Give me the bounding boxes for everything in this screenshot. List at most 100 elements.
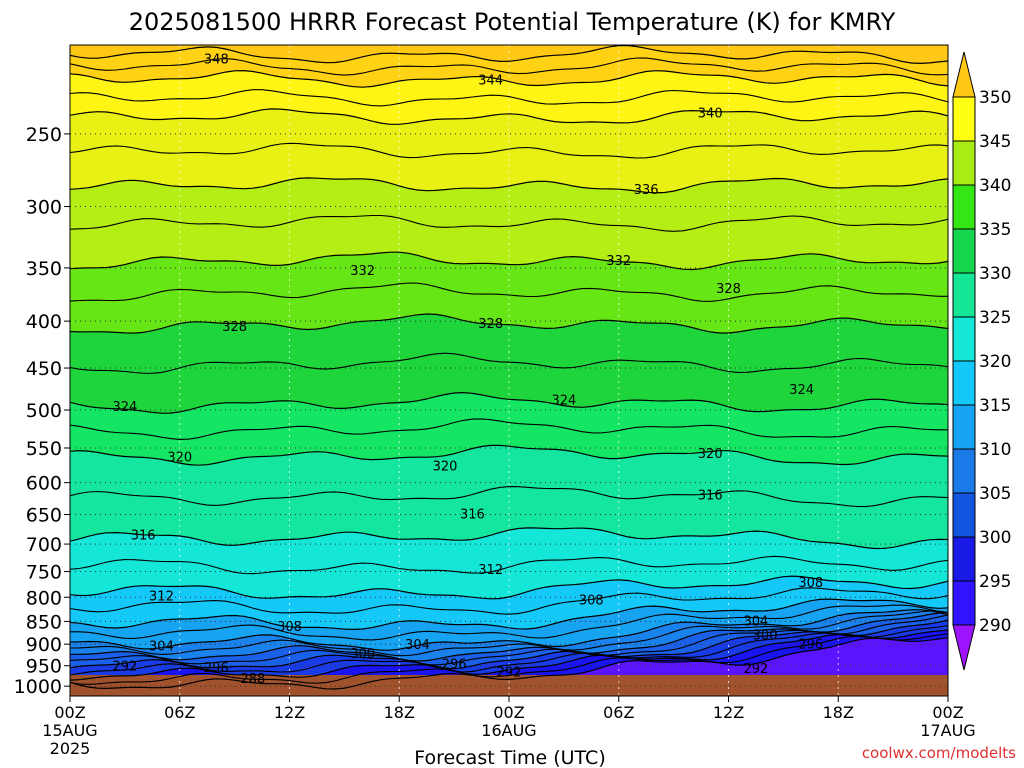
contour-label: 316 bbox=[460, 507, 485, 522]
contour-line bbox=[70, 89, 948, 107]
contour-label: 348 bbox=[204, 53, 229, 68]
fill-band bbox=[70, 620, 948, 681]
contour-label: 296 bbox=[442, 658, 467, 673]
colorbar-segment bbox=[952, 228, 976, 274]
contour-line bbox=[70, 610, 948, 657]
contour-label: 336 bbox=[634, 183, 659, 198]
colorbar-segment bbox=[952, 140, 976, 186]
colorbar-segment bbox=[952, 316, 976, 362]
colorbar-segment bbox=[952, 96, 976, 142]
y-tick-label: 650 bbox=[26, 505, 62, 527]
colorbar-label: 315 bbox=[979, 396, 1011, 416]
contour-line bbox=[70, 633, 948, 685]
contour-line bbox=[70, 177, 948, 194]
contour-label: 320 bbox=[698, 447, 723, 462]
contour-line bbox=[70, 625, 948, 676]
x-axis-label: Forecast Time (UTC) bbox=[414, 747, 605, 768]
contour-lines bbox=[70, 45, 948, 690]
contour-label: 320 bbox=[167, 451, 192, 466]
colorbar-bottom-arrow bbox=[952, 624, 976, 671]
y-tick-label: 1000 bbox=[14, 676, 62, 698]
contour-label: 300 bbox=[350, 647, 375, 662]
plot-area: 348 344 340 336 332 332 328 328 328 324 324 324 320 3… bbox=[70, 45, 948, 696]
colorbar-segment bbox=[952, 536, 976, 582]
contour-label: 316 bbox=[698, 488, 723, 503]
x-tick-label: 00Z bbox=[932, 703, 963, 722]
colorbar-label: 300 bbox=[979, 528, 1011, 548]
y-tick-label: 450 bbox=[26, 358, 62, 380]
y-tick-label: 600 bbox=[26, 473, 62, 495]
colorbar-label: 330 bbox=[979, 264, 1011, 284]
colorbar-label: 310 bbox=[979, 440, 1011, 460]
contour-line bbox=[70, 45, 948, 65]
contour-label: 308 bbox=[277, 620, 302, 635]
y-tick-label: 800 bbox=[26, 587, 62, 609]
fill-band bbox=[70, 177, 948, 270]
colorbar-top-arrow bbox=[952, 51, 976, 98]
colorbar-label: 320 bbox=[979, 352, 1011, 372]
contour-label: 304 bbox=[744, 614, 769, 629]
fill-band bbox=[70, 108, 948, 193]
contour-label: 304 bbox=[405, 638, 430, 653]
contour-label: 324 bbox=[112, 400, 137, 415]
x-date-label: 15AUG bbox=[42, 721, 97, 740]
colorbar-label: 335 bbox=[979, 220, 1011, 240]
x-date-label: 16AUG bbox=[481, 721, 536, 740]
colorbar-segment bbox=[952, 448, 976, 494]
colorbar-label: 295 bbox=[979, 572, 1011, 592]
contour-label: 312 bbox=[478, 563, 503, 578]
y-tick-label: 500 bbox=[26, 400, 62, 422]
x-tick-label: 12Z bbox=[713, 703, 744, 722]
colorbar: 350 345 340 335 330 325 320 315 310 305 300 295 290 bbox=[952, 51, 1011, 671]
contour-line bbox=[70, 214, 948, 232]
x-tick-label: 06Z bbox=[164, 703, 195, 722]
y-tick-label: 700 bbox=[26, 534, 62, 556]
contour-line bbox=[70, 313, 948, 334]
x-year-label: 2025 bbox=[50, 739, 91, 758]
contour-label: 292 bbox=[112, 660, 137, 675]
contour-label: 296 bbox=[204, 661, 229, 676]
y-tick-label: 850 bbox=[26, 611, 62, 633]
colorbar-label: 340 bbox=[979, 176, 1011, 196]
contour-line bbox=[70, 527, 948, 550]
contour-label: 324 bbox=[551, 394, 576, 409]
colorbar-label: 290 bbox=[979, 616, 1011, 636]
contour-line bbox=[70, 391, 948, 414]
x-date-label: 17AUG bbox=[920, 721, 975, 740]
contour-label: 296 bbox=[798, 637, 823, 652]
contour-line bbox=[70, 69, 948, 88]
y-tick-label: 350 bbox=[26, 258, 62, 280]
contour-label: 300 bbox=[753, 628, 778, 643]
credit-text: coolwx.com/modelts bbox=[862, 744, 1016, 762]
y-tick-label: 400 bbox=[26, 311, 62, 333]
contour-label: 320 bbox=[433, 460, 458, 475]
contour-labels: 348 344 340 336 332 332 328 328 328 324 324 324 320 3… bbox=[112, 53, 823, 687]
contour-line bbox=[70, 57, 948, 76]
x-tick-label: 18Z bbox=[384, 703, 415, 722]
colorbar-segment bbox=[952, 580, 976, 626]
y-tick-label: 750 bbox=[26, 562, 62, 584]
y-tick-label: 950 bbox=[26, 656, 62, 678]
colorbar-segment bbox=[952, 492, 976, 538]
fill-band bbox=[70, 599, 948, 651]
colorbar-label: 325 bbox=[979, 308, 1011, 328]
contour-label: 328 bbox=[222, 320, 247, 335]
contour-line bbox=[70, 604, 948, 641]
x-tick-label: 06Z bbox=[603, 703, 634, 722]
contour-label: 308 bbox=[798, 576, 823, 591]
colorbar-segment bbox=[952, 184, 976, 230]
fill-band bbox=[70, 527, 948, 599]
contour-line bbox=[70, 587, 948, 615]
contour-line bbox=[70, 142, 948, 159]
contour-line bbox=[70, 555, 948, 575]
y-tick-label: 250 bbox=[26, 124, 62, 146]
contour-label: 312 bbox=[149, 589, 174, 604]
y-tick-label: 900 bbox=[26, 634, 62, 656]
colorbar-segment bbox=[952, 272, 976, 318]
contour-label: 292 bbox=[744, 662, 769, 677]
pressure-axis: 2503003504004505005506006507007508008509… bbox=[14, 124, 70, 698]
x-tick-label: 00Z bbox=[493, 703, 524, 722]
contour-line bbox=[70, 108, 948, 125]
contour-label: 324 bbox=[789, 383, 814, 398]
colorbar-segment bbox=[952, 404, 976, 450]
